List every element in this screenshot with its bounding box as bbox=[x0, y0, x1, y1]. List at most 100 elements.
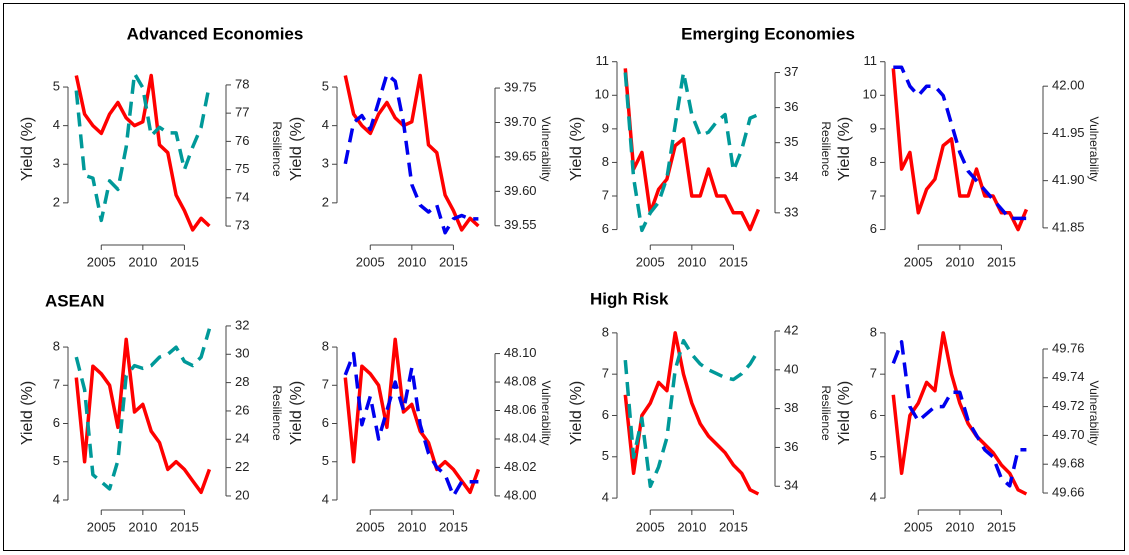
y2-tick-label: 40 bbox=[784, 361, 798, 376]
y2-tick-label: 36 bbox=[784, 99, 798, 114]
y2-tick-label: 49.72 bbox=[1052, 398, 1085, 413]
y-tick-label: 8 bbox=[870, 324, 877, 339]
y-tick-label: 4 bbox=[322, 117, 329, 132]
y2-tick-label: 26 bbox=[235, 402, 249, 417]
y2-axis-label: Vulnerability bbox=[539, 117, 553, 182]
y2-tick-label: 28 bbox=[235, 374, 249, 389]
y2-tick-label: 76 bbox=[235, 133, 249, 148]
y-tick-label: 8 bbox=[602, 154, 609, 169]
y-tick-label: 6 bbox=[322, 415, 329, 430]
y-tick-label: 4 bbox=[53, 117, 60, 132]
yield-line bbox=[74, 73, 211, 232]
x-tick-label: 2005 bbox=[636, 519, 665, 534]
y-axis-label: Yield (%) bbox=[836, 381, 853, 445]
y2-tick-label: 39.60 bbox=[504, 183, 537, 198]
y-tick-label: 5 bbox=[322, 78, 329, 93]
y-axis-label: Yield (%) bbox=[288, 381, 305, 445]
x-tick-label: 2005 bbox=[904, 254, 933, 269]
y-tick-label: 6 bbox=[602, 407, 609, 422]
y2-axis-label: Vulnerability bbox=[1087, 117, 1101, 182]
y-tick-label: 7 bbox=[870, 366, 877, 381]
y2-tick-label: 38 bbox=[784, 400, 798, 415]
x-tick-label: 2010 bbox=[397, 519, 426, 534]
y2-tick-label: 49.68 bbox=[1052, 456, 1085, 471]
x-tick-label: 2015 bbox=[439, 519, 468, 534]
y2-tick-label: 34 bbox=[784, 169, 798, 184]
y2-tick-label: 77 bbox=[235, 105, 249, 120]
y2-tick-label: 39.65 bbox=[504, 148, 537, 163]
x-tick-label: 2010 bbox=[128, 519, 157, 534]
dashed-line bbox=[343, 351, 479, 498]
y-tick-label: 5 bbox=[602, 448, 609, 463]
y2-tick-label: 49.66 bbox=[1052, 484, 1085, 499]
y-axis-label: Yield (%) bbox=[836, 117, 853, 181]
x-tick-label: 2005 bbox=[904, 519, 933, 534]
y-tick-label: 4 bbox=[322, 491, 329, 506]
panel-title: Emerging Economies bbox=[681, 24, 855, 43]
y-axis-label: Yield (%) bbox=[19, 381, 36, 445]
panel-title: High Risk bbox=[590, 289, 669, 308]
y-axis-label: Yield (%) bbox=[288, 117, 305, 181]
y-tick-label: 8 bbox=[602, 324, 609, 339]
x-tick-label: 2010 bbox=[945, 254, 974, 269]
x-tick-label: 2015 bbox=[170, 519, 199, 534]
y-axis-label: Yield (%) bbox=[19, 117, 36, 181]
y2-tick-label: 48.04 bbox=[504, 430, 537, 445]
y-tick-label: 3 bbox=[53, 156, 60, 171]
y-tick-label: 7 bbox=[322, 377, 329, 392]
y-tick-label: 5 bbox=[53, 78, 60, 93]
y-tick-label: 2 bbox=[53, 194, 60, 209]
y2-tick-label: 20 bbox=[235, 487, 249, 502]
y-tick-label: 6 bbox=[53, 415, 60, 430]
y-tick-label: 8 bbox=[53, 338, 60, 353]
y-tick-label: 6 bbox=[870, 221, 877, 236]
y2-tick-label: 41.85 bbox=[1052, 219, 1085, 234]
y2-tick-label: 39.75 bbox=[504, 79, 537, 94]
y-tick-label: 6 bbox=[602, 221, 609, 236]
y-tick-label: 3 bbox=[322, 156, 329, 171]
y-tick-label: 5 bbox=[322, 453, 329, 468]
y2-tick-label: 32 bbox=[235, 317, 249, 332]
y-tick-label: 5 bbox=[870, 448, 877, 463]
y2-axis-label: Resilience bbox=[270, 121, 284, 177]
y2-axis-label: Resilience bbox=[819, 121, 833, 177]
y2-tick-label: 35 bbox=[784, 134, 798, 149]
x-tick-label: 2010 bbox=[677, 519, 706, 534]
y2-tick-label: 39.70 bbox=[504, 114, 537, 129]
y-tick-label: 2 bbox=[322, 194, 329, 209]
dashed-line bbox=[74, 328, 212, 491]
y2-tick-label: 75 bbox=[235, 161, 249, 176]
x-tick-label: 2005 bbox=[356, 519, 385, 534]
dashed-line bbox=[623, 70, 760, 233]
y2-tick-label: 34 bbox=[784, 478, 798, 493]
x-tick-label: 2010 bbox=[397, 254, 426, 269]
y2-axis-label: Resilience bbox=[270, 385, 284, 441]
y-tick-label: 8 bbox=[322, 338, 329, 353]
y2-tick-label: 49.74 bbox=[1052, 369, 1085, 384]
y-tick-label: 10 bbox=[595, 87, 609, 102]
dashed-line bbox=[74, 71, 212, 223]
yield-line bbox=[623, 68, 761, 232]
y2-tick-label: 48.00 bbox=[504, 487, 537, 502]
dashed-line bbox=[343, 72, 479, 235]
x-tick-label: 2010 bbox=[677, 254, 706, 269]
y2-axis-label: Resilience bbox=[819, 385, 833, 441]
y2-tick-label: 41.95 bbox=[1052, 125, 1085, 140]
y2-tick-label: 42 bbox=[784, 322, 798, 337]
y-tick-label: 4 bbox=[53, 491, 60, 506]
y2-tick-label: 73 bbox=[235, 218, 249, 233]
y2-tick-label: 48.02 bbox=[504, 459, 537, 474]
y2-tick-label: 24 bbox=[235, 431, 249, 446]
y-tick-label: 9 bbox=[602, 120, 609, 135]
y2-tick-label: 30 bbox=[235, 346, 249, 361]
y-tick-label: 7 bbox=[602, 366, 609, 381]
x-tick-label: 2015 bbox=[987, 254, 1016, 269]
x-tick-label: 2015 bbox=[439, 254, 468, 269]
yield-line bbox=[623, 331, 760, 496]
x-tick-label: 2010 bbox=[945, 519, 974, 534]
yield-line bbox=[343, 337, 481, 495]
frame bbox=[3, 3, 1125, 551]
y2-tick-label: 48.10 bbox=[504, 345, 537, 360]
y-tick-label: 7 bbox=[602, 187, 609, 202]
